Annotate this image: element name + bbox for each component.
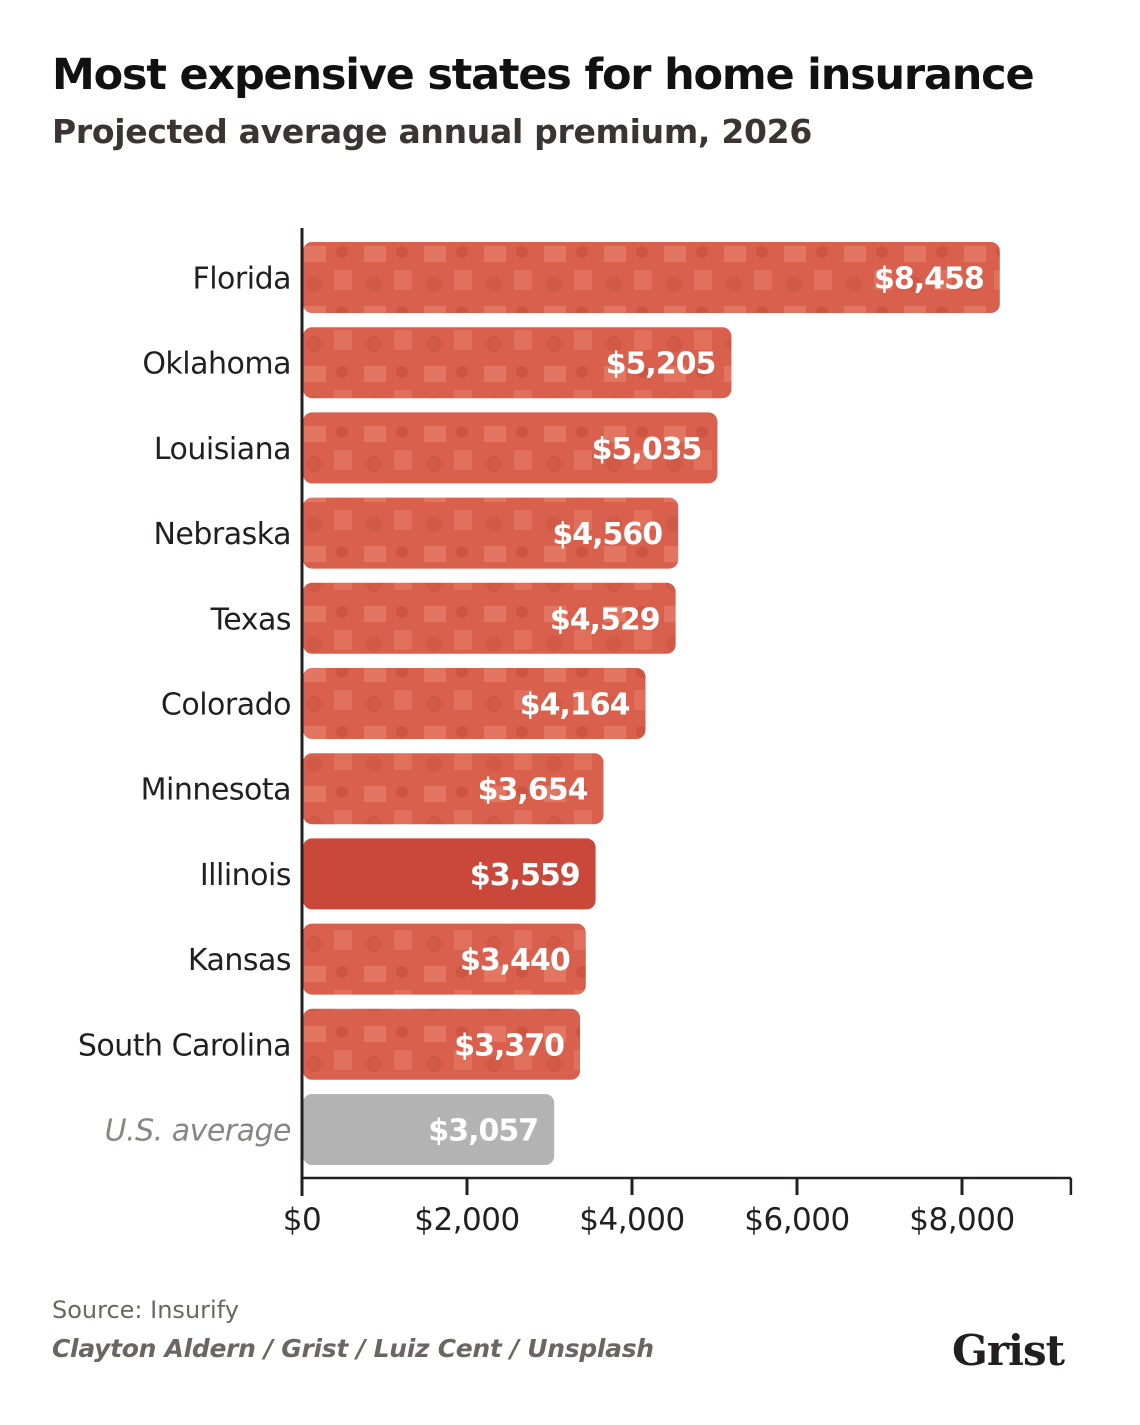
x-tick-label: $8,000 [909,1202,1014,1238]
data-label: $3,559 [470,858,580,893]
bar-louisiana [303,412,718,484]
bar-nebraska [303,497,679,569]
x-tick-label: $6,000 [744,1202,849,1238]
data-label: $4,164 [520,688,630,723]
data-label: $5,205 [606,347,716,382]
data-label: $8,458 [874,262,984,297]
bar-south-carolina [303,1008,581,1080]
chart-title: Most expensive states for home insurance [52,50,1035,100]
bar-colorado [303,668,646,739]
category-label: Louisiana [154,432,291,467]
category-label: Colorado [161,688,291,723]
data-label: $4,560 [552,517,662,552]
category-label: South Carolina [78,1028,291,1063]
x-tick-label: $0 [283,1202,321,1238]
bar-texas [303,582,676,654]
data-label: $3,440 [460,943,570,978]
x-tick-label: $2,000 [414,1202,519,1238]
data-label: $3,370 [454,1028,564,1063]
bar-minnesota [303,753,604,825]
data-label: $4,529 [550,602,660,637]
source-note: Source: Insurify [52,1296,239,1324]
category-label: Texas [210,602,291,637]
grist-logo: Grist [952,1326,1065,1375]
bar-kansas [303,923,586,995]
category-label: Nebraska [153,517,291,552]
bar-u-s-average [303,1094,555,1165]
bar-oklahoma [303,327,732,399]
category-label: Illinois [200,858,291,893]
credit-line: Clayton Aldern / Grist / Luiz Cent / Uns… [52,1334,654,1363]
data-label: $3,057 [428,1114,538,1149]
category-label: Minnesota [141,773,291,808]
data-label: $5,035 [592,432,702,467]
category-label: Oklahoma [142,347,291,382]
category-label: Kansas [188,943,291,978]
category-label: Florida [192,262,291,297]
bar-illinois [303,838,596,910]
bar-florida [303,242,1000,313]
x-tick-label: $4,000 [579,1202,684,1238]
data-label: $3,654 [478,773,588,808]
chart-subtitle: Projected average annual premium, 2026 [52,112,812,151]
category-label: U.S. average [105,1114,291,1149]
